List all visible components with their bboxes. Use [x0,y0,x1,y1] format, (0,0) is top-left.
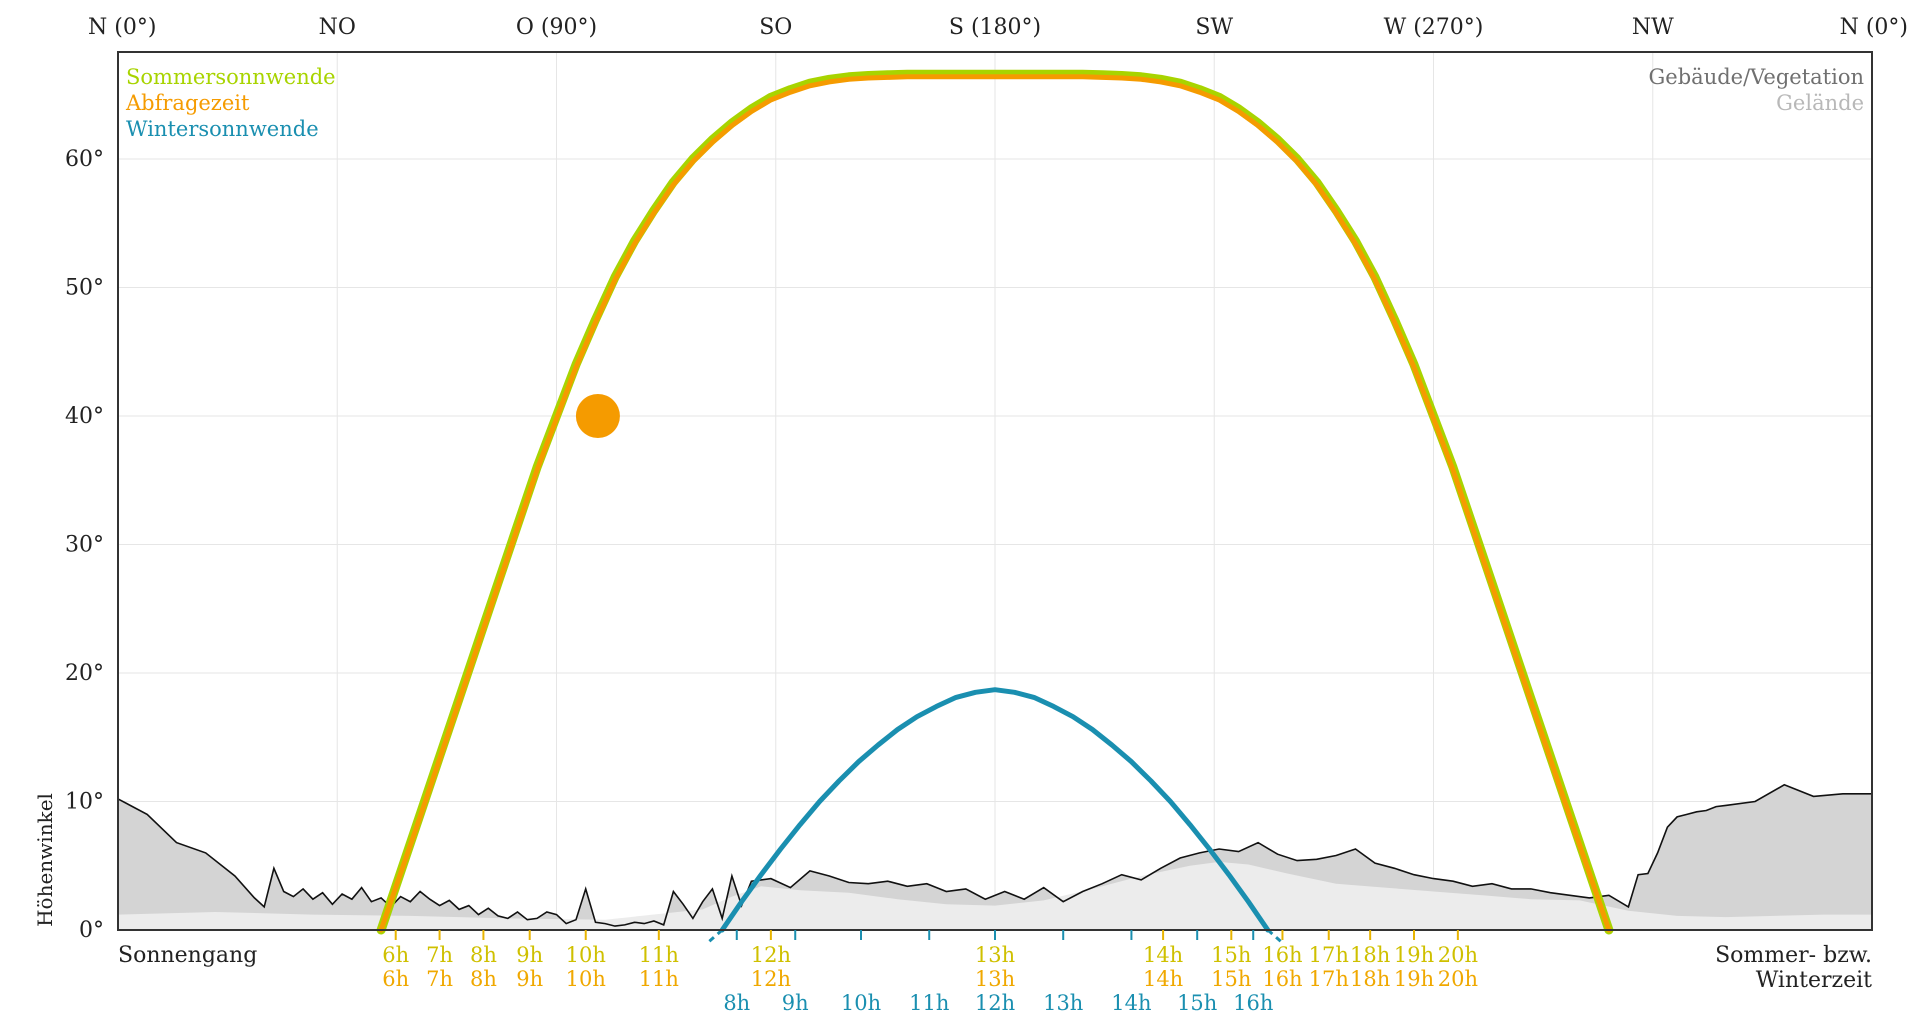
direction-label: W (270°) [1384,15,1484,40]
summer-hour-label: 11h [639,943,679,967]
summertime-hour-label: 19h [1394,967,1434,991]
winter-solstice-curve [719,687,1271,933]
legend-item: Gelände [1776,91,1864,115]
summertime-hour-label: 7h [426,967,453,991]
summer-hour-label: 7h [426,943,453,967]
summertime-hour-label: 20h [1438,967,1478,991]
y-tick-label: 30° [65,533,104,558]
summer-hour-label: 17h [1309,943,1349,967]
y-tick-label: 40° [65,404,104,429]
y-tick-label: 60° [65,147,104,172]
winter-hour-label: 13h [1043,991,1083,1015]
time-caption-line2: Winterzeit [1756,968,1872,993]
summer-hour-label: 8h [470,943,497,967]
direction-label: N (0°) [88,15,156,40]
summer-hour-label: 12h [751,943,791,967]
summer-hour-label: 16h [1262,943,1302,967]
legend-item: Gebäude/Vegetation [1649,65,1864,89]
summer-hour-label: 19h [1394,943,1434,967]
summer-hour-label: 13h [975,943,1015,967]
summertime-hour-label: 10h [566,967,606,991]
y-tick-label: 20° [65,661,104,686]
y-tick-label: 10° [65,790,104,815]
y-tick-label: 0° [79,918,104,943]
winter-hour-label: 16h [1233,991,1273,1015]
y-axis-label: Höhenwinkel [33,793,57,927]
legend-item: Sommersonnwende [126,65,336,89]
direction-label: N (0°) [1840,15,1908,40]
summertime-hour-label: 16h [1262,967,1302,991]
summertime-hour-label: 13h [975,967,1015,991]
summertime-hour-label: 12h [751,967,791,991]
summertime-hour-label: 18h [1350,967,1390,991]
winter-dashed-end [1266,928,1284,944]
y-tick-label: 50° [65,276,104,301]
summertime-hour-label: 17h [1309,967,1349,991]
y-axis-ticks: 0° 10° 20° 30° 40° 50° 60° [65,147,104,943]
legend-left: SommersonnwendeAbfragezeitWintersonnwend… [125,65,336,141]
legend-item: Abfragezeit [125,91,250,115]
winter-hour-label: 12h [975,991,1015,1015]
summer-hour-label: 15h [1211,943,1251,967]
hour-axis: 6h6h7h7h8h8h9h9h10h10h11h11h12h12h13h13h… [382,930,1478,1015]
direction-label: SO [759,15,792,40]
summer-hour-label: 18h [1350,943,1390,967]
winter-hour-label: 14h [1111,991,1151,1015]
query-time-curve [378,74,1612,933]
summertime-hour-label: 15h [1211,967,1251,991]
winter-hour-label: 15h [1177,991,1217,1015]
summertime-hour-label: 14h [1143,967,1183,991]
summer-hour-label: 20h [1438,943,1478,967]
direction-labels: N (0°) NO O (90°) SO S (180°) SW W (270°) NW N (… [88,15,1908,40]
summertime-hour-label: 6h [382,967,409,991]
summer-hour-label: 6h [382,943,409,967]
summer-hour-label: 14h [1143,943,1183,967]
sun-curves [376,69,1614,944]
direction-label: O (90°) [516,15,597,40]
summertime-hour-label: 9h [516,967,543,991]
summer-hour-label: 10h [566,943,606,967]
sonnengang-caption: Sonnengang [118,943,257,968]
legend-item: Wintersonnwende [126,117,319,141]
winter-hour-label: 8h [723,991,750,1015]
direction-label: NW [1632,15,1674,40]
direction-label: S (180°) [949,15,1041,40]
time-caption-line1: Sommer- bzw. [1715,943,1872,968]
direction-label: NO [319,15,356,40]
grid [117,52,1873,931]
query-sun-position [575,394,620,438]
winter-hour-label: 10h [841,991,881,1015]
summertime-hour-label: 11h [639,967,679,991]
summer-hour-label: 9h [516,943,543,967]
direction-label: SW [1195,15,1233,40]
terrain-area [118,861,1872,930]
winter-dashed-start [706,928,724,944]
winter-hour-label: 11h [909,991,949,1015]
winter-hour-label: 9h [782,991,809,1015]
summertime-hour-label: 8h [470,967,497,991]
